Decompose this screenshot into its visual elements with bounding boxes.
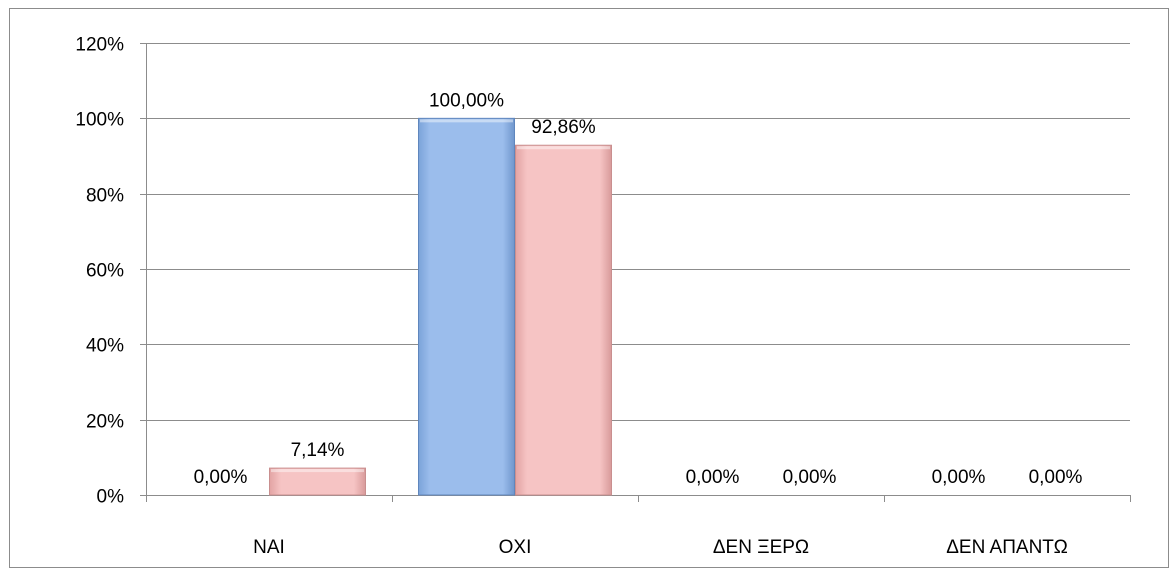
x-category-label: ΝΑΙ — [253, 537, 285, 558]
data-label: 100,00% — [429, 90, 504, 111]
y-tick-label: 120% — [75, 35, 124, 56]
y-tick-label: 100% — [75, 110, 124, 131]
bar-highlight — [420, 119, 513, 123]
labels: ΝΑΙ ΟΧΙ ΔΕΝ ΞΕΡΩ ΔΕΝ ΑΠΑΝΤΩ 0,00% 100,00% 0,00… — [194, 90, 1083, 558]
data-label: 0,00% — [932, 467, 986, 488]
bar — [269, 467, 366, 496]
bar-highlight — [517, 146, 610, 150]
bar — [515, 144, 612, 496]
y-tick-label: 20% — [86, 412, 124, 433]
data-label: 92,86% — [531, 117, 596, 138]
x-category-label: ΔΕΝ ΑΠΑΝΤΩ — [946, 537, 1068, 558]
x-category-label: ΟΧΙ — [499, 537, 532, 558]
y-tick-label: 80% — [86, 186, 124, 207]
axes: 0% 20% 40% 60% 80% 100% 120% — [75, 35, 1131, 508]
data-label: 7,14% — [291, 440, 345, 461]
x-category-label: ΔΕΝ ΞΕΡΩ — [713, 537, 809, 558]
y-tick-label: 60% — [86, 261, 124, 282]
data-label: 0,00% — [783, 467, 837, 488]
bars — [269, 117, 612, 496]
y-tick-label: 0% — [97, 487, 125, 508]
bar — [418, 117, 515, 496]
data-label: 0,00% — [194, 467, 248, 488]
y-tick-label: 40% — [86, 336, 124, 357]
gridlines — [146, 43, 1130, 421]
bar-highlight — [271, 469, 364, 473]
data-label: 0,00% — [1029, 467, 1083, 488]
data-label: 0,00% — [686, 467, 740, 488]
